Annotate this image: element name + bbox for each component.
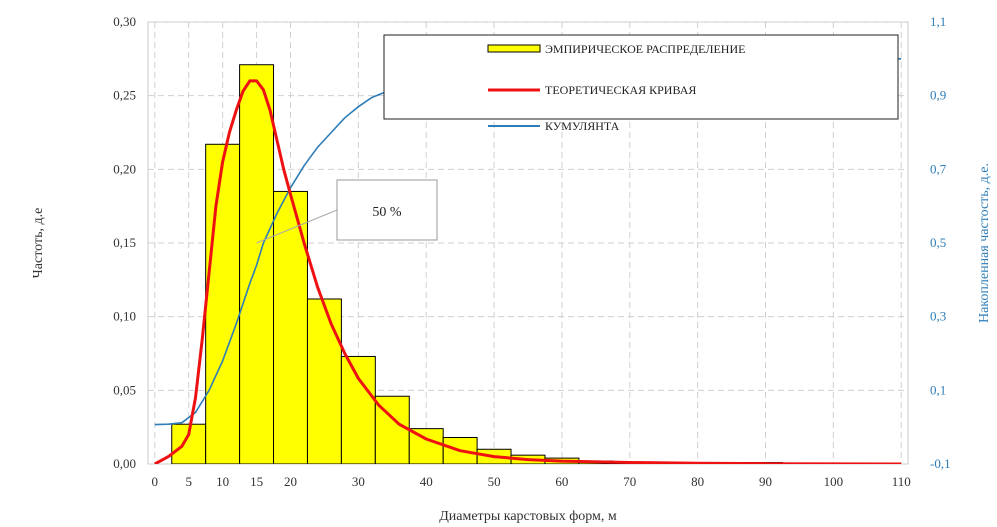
y-axis-left-ticks: 0,00 0,05 0,10 0,15 0,20 0,25 0,30 bbox=[113, 14, 136, 471]
histogram-bar bbox=[306, 298, 342, 464]
x-tick-label: 50 bbox=[488, 474, 501, 489]
callout-annotation: 50 % bbox=[256, 179, 438, 244]
y-left-tick-label: 0,05 bbox=[113, 382, 136, 397]
x-axis-title: Диаметры карстовых форм, м bbox=[439, 509, 617, 524]
x-axis-ticks: 0 5 10 15 20 30 40 50 60 70 80 90 100 110 bbox=[152, 474, 911, 489]
x-tick-label: 80 bbox=[691, 474, 704, 489]
legend-label-cumulative: КУМУЛЯНТА bbox=[545, 119, 620, 133]
legend: ЭМПИРИЧЕСКОЕ РАСПРЕДЕЛЕНИЕ ТЕОРЕТИЧЕСКАЯ… bbox=[383, 34, 899, 133]
x-tick-label: 10 bbox=[216, 474, 229, 489]
x-tick-label: 30 bbox=[352, 474, 365, 489]
y-axis-right-ticks: -0,1 0,1 0,3 0,5 0,7 0,9 1,1 bbox=[930, 14, 951, 471]
y-right-tick-label: 0,3 bbox=[930, 309, 946, 324]
histogram-bars bbox=[171, 64, 783, 464]
y-left-tick-label: 0,00 bbox=[113, 456, 136, 471]
callout-box bbox=[336, 179, 438, 241]
legend-swatch-empirical bbox=[487, 44, 541, 53]
histogram-bar bbox=[239, 64, 275, 464]
callout-leader-line bbox=[256, 209, 338, 244]
y-left-tick-label: 0,10 bbox=[113, 309, 136, 324]
x-tick-label: 0 bbox=[152, 474, 159, 489]
x-tick-label: 5 bbox=[185, 474, 192, 489]
legend-label-empirical: ЭМПИРИЧЕСКОЕ РАСПРЕДЕЛЕНИЕ bbox=[545, 42, 745, 56]
x-tick-label: 70 bbox=[623, 474, 636, 489]
y-left-tick-label: 0,30 bbox=[113, 14, 136, 29]
theoretical-curve bbox=[154, 79, 902, 464]
x-tick-label: 110 bbox=[892, 474, 911, 489]
y-left-tick-label: 0,25 bbox=[113, 88, 136, 103]
y-right-tick-label: 1,1 bbox=[930, 14, 946, 29]
y-right-tick-label: 0,5 bbox=[930, 235, 946, 250]
legend-label-theoretical: ТЕОРЕТИЧЕСКАЯ КРИВАЯ bbox=[545, 83, 696, 97]
y-axis-right-title: Накопленная частость, д.е. bbox=[977, 163, 992, 323]
callout-label: 50 % bbox=[372, 205, 402, 220]
x-tick-label: 90 bbox=[759, 474, 772, 489]
legend-box bbox=[383, 34, 899, 120]
x-tick-label: 60 bbox=[555, 474, 568, 489]
histogram-bar bbox=[340, 355, 376, 464]
histogram-bar bbox=[205, 143, 241, 464]
y-right-tick-label: 0,1 bbox=[930, 382, 946, 397]
y-right-tick-label: 0,7 bbox=[930, 161, 947, 176]
y-right-tick-label: 0,9 bbox=[930, 88, 946, 103]
x-tick-label: 100 bbox=[824, 474, 844, 489]
y-left-tick-label: 0,15 bbox=[113, 235, 136, 250]
x-tick-label: 20 bbox=[284, 474, 297, 489]
x-tick-label: 15 bbox=[250, 474, 263, 489]
y-right-tick-label: -0,1 bbox=[930, 456, 951, 471]
y-axis-left-title: Частоть, д.е bbox=[31, 208, 46, 279]
x-tick-label: 40 bbox=[420, 474, 433, 489]
y-left-tick-label: 0,20 bbox=[113, 161, 136, 176]
